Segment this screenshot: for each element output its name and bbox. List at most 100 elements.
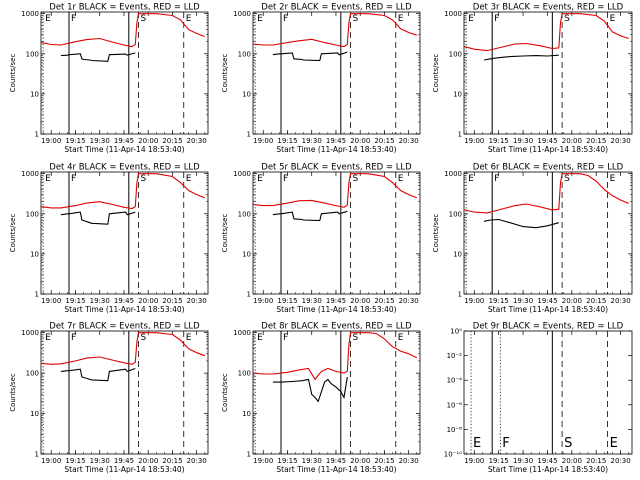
y-tick-label: 10 xyxy=(453,250,462,258)
event-label: F xyxy=(71,14,76,24)
y-tick-label: 100 xyxy=(238,50,251,58)
x-axis-label: Start Time (11-Apr-14 18:53:40) xyxy=(64,465,184,474)
event-label: F xyxy=(71,174,76,184)
plot-frame xyxy=(463,11,633,135)
event-label: E xyxy=(398,14,404,24)
x-tick-label: 19:15 xyxy=(489,297,509,305)
x-axis-label: Start Time (11-Apr-14 18:53:40) xyxy=(276,305,396,314)
y-tick-label: 1000 xyxy=(233,10,251,18)
x-tick-label: 20:15 xyxy=(374,137,394,145)
panel-title: Det 9r BLACK = Events, RED = LLD xyxy=(473,322,624,332)
plot-frame xyxy=(40,330,209,455)
x-tick-label: 19:00 xyxy=(253,297,273,305)
y-tick-label: 100 xyxy=(449,210,462,218)
detector-panel-1: Det 1r BLACK = Events, RED = LLD 19:00 19:… xyxy=(9,3,209,154)
lld-series-line xyxy=(253,173,418,208)
x-tick-label: 20:15 xyxy=(374,297,394,305)
y-axis-label: Counts/sec xyxy=(432,54,440,93)
y-tick-label: 100 xyxy=(26,370,39,378)
y-tick-label: 100 xyxy=(238,210,251,218)
event-label: S xyxy=(353,174,359,184)
x-tick-label: 19:00 xyxy=(464,457,484,465)
plot-frame xyxy=(40,171,209,295)
y-tick-label: 1000 xyxy=(444,170,462,178)
y-tick-label: 1 xyxy=(35,451,39,459)
event-label: S xyxy=(141,174,147,184)
event-label: F xyxy=(502,436,509,451)
x-tick-label: 19:30 xyxy=(302,137,322,145)
y-axis-label: Counts/sec xyxy=(221,214,229,253)
x-tick-label: 19:00 xyxy=(464,297,484,305)
x-tick-label: 20:00 xyxy=(138,457,158,465)
x-tick-label: 20:30 xyxy=(611,137,631,145)
y-tick-label: 1 xyxy=(458,291,462,299)
detector-panel-2: Det 2r BLACK = Events, RED = LLD 19:00 19:… xyxy=(221,3,421,154)
events-series-line xyxy=(60,52,136,62)
event-label: E xyxy=(610,436,618,451)
y-tick-label: 10 xyxy=(242,250,251,258)
x-tick-label: 20:15 xyxy=(162,137,182,145)
detector-panel-3: Det 3r BLACK = Events, RED = LLD 19:00 19:… xyxy=(432,3,633,154)
plot-frame xyxy=(252,11,421,135)
panel-title: Det 4r BLACK = Events, RED = LLD xyxy=(49,163,200,173)
y-tick-label: 100 xyxy=(238,370,251,378)
panel-title: Det 1r BLACK = Events, RED = LLD xyxy=(49,3,200,13)
event-label: S xyxy=(564,14,570,24)
lld-series-line xyxy=(41,13,205,48)
y-tick-label: 10⁰ xyxy=(450,328,462,336)
event-label: F xyxy=(494,174,499,184)
y-tick-label: 10 xyxy=(30,410,39,418)
x-tick-label: 19:45 xyxy=(326,137,346,145)
plot-frame xyxy=(252,330,421,455)
event-label: E xyxy=(610,14,616,24)
y-axis-label: Counts/sec xyxy=(9,54,17,93)
panel-title: Det 2r BLACK = Events, RED = LLD xyxy=(261,3,412,13)
plot-frame xyxy=(463,330,633,455)
x-tick-label: 19:15 xyxy=(277,457,297,465)
event-label: E xyxy=(468,14,474,24)
x-tick-label: 20:00 xyxy=(350,297,370,305)
event-label: E xyxy=(257,14,263,24)
y-axis-label: Counts/sec xyxy=(221,54,229,93)
x-tick-label: 19:00 xyxy=(41,297,61,305)
x-tick-label: 19:30 xyxy=(90,137,110,145)
lld-series-line xyxy=(41,173,206,210)
x-tick-label: 20:15 xyxy=(586,297,606,305)
lld-series-line xyxy=(253,332,418,381)
x-tick-label: 19:00 xyxy=(253,457,273,465)
y-tick-label: 10 xyxy=(242,90,251,98)
y-tick-label: 10 xyxy=(242,410,251,418)
x-axis-label: Start Time (11-Apr-14 18:53:40) xyxy=(64,145,184,154)
x-axis-label: Start Time (11-Apr-14 18:53:40) xyxy=(276,465,396,474)
x-tick-label: 20:30 xyxy=(187,297,207,305)
plot-frame xyxy=(252,171,421,295)
event-label: E xyxy=(186,14,192,24)
event-label: E xyxy=(186,333,192,343)
x-tick-label: 19:15 xyxy=(489,137,509,145)
event-label: E xyxy=(257,333,263,343)
x-tick-label: 20:00 xyxy=(350,137,370,145)
x-tick-label: 19:15 xyxy=(277,297,297,305)
x-tick-label: 19:30 xyxy=(513,457,533,465)
x-tick-label: 20:30 xyxy=(611,297,631,305)
y-axis-label: Counts/sec xyxy=(9,373,17,412)
x-tick-label: 20:00 xyxy=(138,137,158,145)
x-tick-label: 19:00 xyxy=(41,457,61,465)
x-tick-label: 19:45 xyxy=(537,457,557,465)
y-tick-label: 1 xyxy=(247,451,251,459)
event-label: E xyxy=(257,174,263,184)
x-tick-label: 19:30 xyxy=(90,297,110,305)
x-tick-label: 20:30 xyxy=(399,137,419,145)
lld-series-line xyxy=(464,13,629,52)
x-axis-label: Start Time (11-Apr-14 18:53:40) xyxy=(276,145,396,154)
panel-title: Det 5r BLACK = Events, RED = LLD xyxy=(261,163,412,173)
x-tick-label: 20:30 xyxy=(611,457,631,465)
event-label: E xyxy=(468,174,474,184)
detector-panel-4: Det 4r BLACK = Events, RED = LLD 19:00 19:… xyxy=(9,163,209,314)
panel-title: Det 3r BLACK = Events, RED = LLD xyxy=(473,3,624,13)
x-tick-label: 19:15 xyxy=(65,137,85,145)
x-axis-label: Start Time (11-Apr-14 18:53:40) xyxy=(488,145,608,154)
x-tick-label: 20:00 xyxy=(138,297,158,305)
x-axis-label: Start Time (11-Apr-14 18:53:40) xyxy=(488,465,608,474)
